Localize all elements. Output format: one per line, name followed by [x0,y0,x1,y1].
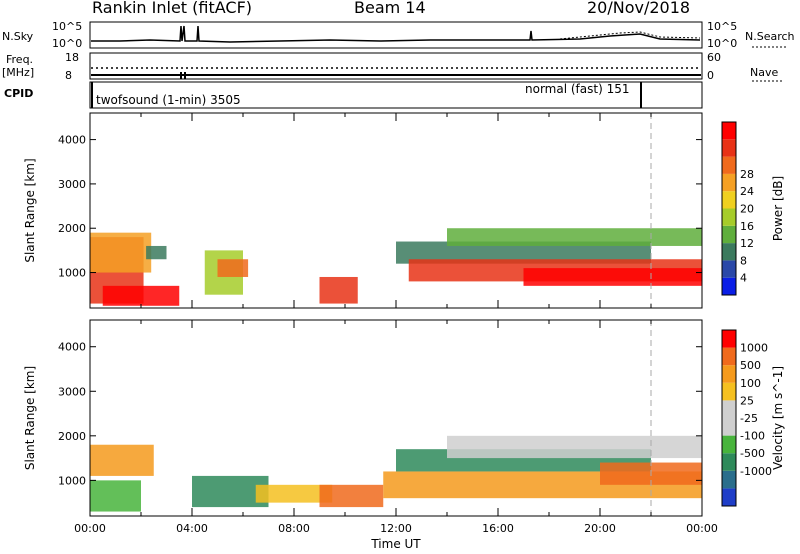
y-tick-label: 3000 [58,385,86,398]
nsearch-line [559,31,701,40]
colorbar-tick-label: 24 [740,185,754,198]
colorbar-tick-label: 500 [740,359,761,372]
data-region [447,435,702,459]
y-axis-label: Slant Range [km] [23,158,37,262]
colorbar-segment [722,330,736,348]
y-tick-label: 2000 [58,222,86,235]
data-region [90,444,154,476]
colorbar-segment [722,418,736,436]
y-tick-label: 4000 [58,341,86,354]
data-region [396,241,651,264]
x-tick-label: 00:00 [74,522,106,535]
colorbar-segment [722,382,736,401]
colorbar-tick-label: 12 [740,237,754,250]
freq-strip [89,52,703,80]
x-tick-label: 20:00 [584,522,616,535]
colorbar-tick-label: -100 [740,430,765,443]
colorbar-segment [722,156,736,174]
colorbar-segment [722,365,736,383]
colorbar-tick-label: -1000 [740,465,772,478]
colorbar-tick-label: 20 [740,203,754,216]
x-tick-label: 04:00 [176,522,208,535]
colorbar-tick-label: 8 [740,254,747,267]
colorbar-tick-label: 25 [740,394,754,407]
beam-title: Beam 14 [354,0,426,17]
nave-top-tick: 60 [707,51,721,64]
nsky-bottom-tick: 10^0 [52,37,83,50]
colorbar-segment [722,488,736,506]
cpid-segment-1: twofsound (1-min) 3505 [96,93,241,107]
data-region [90,480,141,512]
colorbar-segment [722,208,736,226]
cpid-segment-2: normal (fast) 151 [525,82,629,96]
x-tick-label: 16:00 [482,522,514,535]
data-region [523,268,702,286]
colorbar-tick-label: 28 [740,168,754,181]
station-title: Rankin Inlet (fitACF) [92,0,253,17]
nsky-label: N.Sky [2,30,34,43]
colorbar-tick-label: -25 [740,412,758,425]
x-tick-label: 12:00 [380,522,412,535]
nsearch-top-tick: 10^5 [707,20,738,33]
colorbar-segment [722,453,736,471]
data-region [102,285,180,306]
data-region [217,259,249,277]
y-axis-label: Slant Range [km] [23,366,37,470]
nave-label: Nave [750,66,779,79]
y-tick-label: 1000 [58,267,86,280]
data-region [90,232,152,273]
velocity-panel: 1000 2000 3000 4000 Slant Range [km] 00:00 04:… [23,319,785,551]
data-region [146,245,167,260]
colorbar-segment [722,173,736,192]
colorbar-label: Velocity [m s^-1] [771,366,785,470]
x-axis-label: Time UT [370,537,421,551]
cpid-label: CPID [4,87,34,100]
colorbar-tick-label: 100 [740,377,761,390]
nsky-strip [89,21,703,49]
colorbar-frame [721,329,737,507]
colorbar-segment [722,260,736,278]
freq-bottom-tick: 8 [65,69,72,82]
power-panel: 1000 2000 3000 4000 Slant Range [km] 4 8 12 16 20… [23,112,785,309]
data-region [447,228,702,246]
x-tick-label: 00:00 [686,522,718,535]
data-region [319,276,358,304]
colorbar-segment [722,400,736,418]
data-region [255,484,333,503]
colorbar-frame [721,121,737,296]
nsky-top-tick: 10^5 [52,20,83,33]
y-tick-label: 1000 [58,474,86,487]
freq-unit-label: [MHz] [2,66,35,79]
colorbar-segment [722,139,736,157]
y-tick-label: 2000 [58,430,86,443]
nsky-line [91,25,701,43]
nave-bottom-tick: 0 [707,69,714,82]
date-title: 20/Nov/2018 [587,0,691,17]
colorbar-segment [722,122,736,140]
colorbar-tick-label: 4 [740,272,747,285]
colorbar-segment [722,470,736,489]
data-region [319,484,384,508]
colorbar-segment [722,435,736,454]
nsearch-label: N.Search [745,30,795,43]
colorbar-tick-label: 1000 [740,342,768,355]
colorbar-label: Power [dB] [771,176,785,241]
freq-top-tick: 18 [65,51,79,64]
freq-label: Freq. [6,53,34,66]
y-tick-label: 4000 [58,134,86,147]
colorbar-segment [722,191,736,209]
colorbar-segment [722,243,736,261]
colorbar-tick-label: 16 [740,220,754,233]
x-tick-label: 08:00 [278,522,310,535]
colorbar-segment [722,347,736,366]
colorbar-segment [722,225,736,244]
cpid-strip [89,81,703,109]
colorbar-segment [722,277,736,295]
nsearch-bottom-tick: 10^0 [707,37,738,50]
y-tick-label: 3000 [58,178,86,191]
colorbar-tick-label: -500 [740,447,765,460]
